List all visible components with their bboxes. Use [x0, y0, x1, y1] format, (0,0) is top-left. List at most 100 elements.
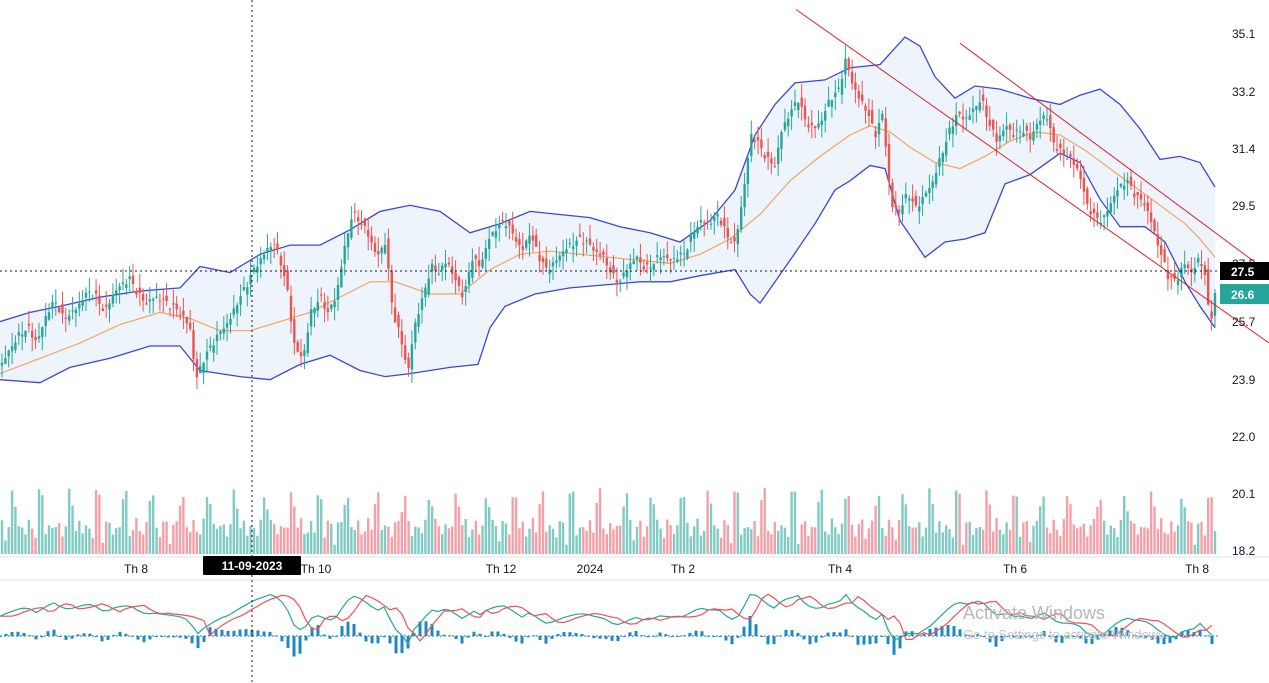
candle-body — [350, 219, 353, 238]
candle — [941, 151, 944, 176]
volume-bar — [514, 497, 518, 554]
candle-body — [175, 303, 178, 310]
candle — [1008, 123, 1012, 141]
candle-body — [1039, 120, 1042, 125]
macd-histogram-bar — [922, 633, 926, 636]
volume-bar — [78, 520, 81, 554]
candle — [145, 293, 148, 306]
candle-body — [88, 291, 91, 293]
volume-bar — [662, 537, 666, 554]
volume-bar — [729, 543, 733, 554]
candle — [975, 105, 978, 123]
candle — [195, 351, 199, 390]
candle-body — [525, 240, 528, 248]
candle-body — [773, 166, 776, 168]
macd-histogram-bar — [772, 636, 776, 645]
volume-bar — [407, 520, 410, 554]
macd-histogram-bar — [418, 621, 422, 636]
trend-channel-line[interactable] — [959, 42, 1269, 274]
volume-bar — [1166, 534, 1170, 554]
candle — [924, 190, 928, 198]
volume-bar — [1106, 534, 1109, 554]
volume-bar — [1183, 507, 1186, 554]
trend-channel-line[interactable] — [795, 9, 1269, 344]
candle-body — [205, 351, 209, 360]
volume-bar — [14, 506, 17, 554]
volume-bar — [780, 525, 783, 554]
volume-bar — [457, 506, 461, 554]
volume-bar — [541, 491, 545, 554]
macd-histogram-bar — [100, 636, 104, 642]
candle-body — [1082, 177, 1086, 192]
candle-body — [1123, 185, 1126, 190]
volume-bar — [840, 523, 844, 554]
candle-body — [666, 254, 669, 259]
macd-histogram-bar — [370, 636, 374, 644]
candle-body — [316, 301, 319, 311]
candle — [881, 110, 884, 123]
macd-histogram-bar — [610, 636, 614, 641]
candle — [101, 303, 104, 312]
macd-histogram-bar — [304, 636, 308, 641]
candle-body — [908, 198, 911, 201]
candle-body — [1207, 269, 1210, 305]
candle — [1143, 194, 1146, 212]
price-axis[interactable]: 35.1 33.2 31.4 29.5 27.5 25.7 23.9 22.0 … — [1232, 27, 1256, 558]
candle-body — [612, 265, 615, 274]
time-axis[interactable]: Th 8 Th 10 Th 12 2024 Th 2 Th 4 Th 6 Th … — [124, 562, 1209, 576]
candle-body — [1002, 130, 1005, 137]
macd-histogram-bar — [442, 634, 446, 636]
macd-histogram-bar — [964, 634, 968, 636]
candle-body — [1049, 115, 1052, 128]
volume-bar — [259, 519, 262, 554]
macd-histogram-bar — [736, 636, 740, 638]
macd-histogram-bar — [1060, 636, 1064, 643]
candle-body — [121, 282, 125, 285]
volume-bar — [817, 502, 820, 554]
candle-body — [693, 231, 696, 239]
volume-bar — [1079, 526, 1082, 554]
candle — [693, 222, 696, 252]
candle — [47, 303, 51, 321]
candle-body — [894, 204, 897, 208]
candle-body — [729, 242, 733, 244]
candle-body — [346, 233, 350, 248]
macd-pane — [0, 593, 1218, 657]
volume-bar — [313, 532, 316, 554]
volume-bar — [945, 525, 948, 554]
volume-bar — [535, 532, 538, 554]
macd-histogram-bar — [202, 636, 206, 642]
volume-bar — [225, 536, 229, 554]
candle — [887, 133, 891, 196]
volume-bar — [951, 537, 955, 554]
candle — [1018, 125, 1022, 144]
trend-channel-lines[interactable] — [795, 9, 1269, 344]
macd-histogram-bar — [124, 633, 128, 636]
candle — [178, 306, 182, 321]
candle-body — [1163, 249, 1166, 263]
candle-body — [484, 248, 487, 259]
candle-body — [535, 235, 538, 247]
candle-body — [971, 108, 975, 112]
macd-histogram-bar — [1204, 635, 1208, 637]
volume-bar — [343, 504, 346, 554]
candle — [219, 329, 222, 341]
candle — [978, 89, 981, 113]
candle-body — [457, 277, 461, 286]
candle — [336, 277, 340, 311]
volume-bar — [639, 520, 642, 554]
candle — [713, 211, 716, 235]
candle — [908, 195, 911, 214]
candle — [750, 120, 753, 163]
macd-histogram-bar — [448, 635, 452, 637]
macd-histogram-bar — [730, 636, 734, 645]
volume-bar — [1059, 536, 1062, 554]
volume-bar — [645, 526, 649, 554]
volume-bar — [813, 527, 817, 554]
macd-histogram-bar — [580, 634, 584, 636]
candle — [340, 259, 343, 288]
volume-bar — [1149, 491, 1153, 554]
candle — [635, 255, 639, 271]
volume-bar — [871, 520, 874, 554]
